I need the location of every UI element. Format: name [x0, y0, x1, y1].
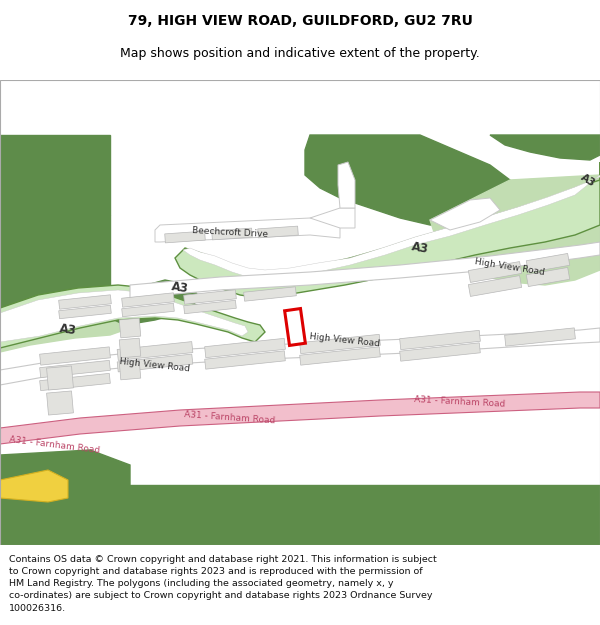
Polygon shape: [0, 470, 68, 502]
Text: A3: A3: [59, 322, 77, 338]
Polygon shape: [40, 347, 110, 365]
Polygon shape: [400, 331, 481, 349]
Polygon shape: [205, 351, 286, 369]
Polygon shape: [299, 347, 380, 365]
Polygon shape: [0, 295, 140, 352]
Polygon shape: [212, 228, 252, 240]
Polygon shape: [47, 391, 73, 415]
Polygon shape: [119, 318, 141, 338]
Polygon shape: [119, 360, 141, 380]
Text: Contains OS data © Crown copyright and database right 2021. This information is : Contains OS data © Crown copyright and d…: [9, 555, 437, 612]
Polygon shape: [400, 343, 481, 361]
Text: A3: A3: [410, 240, 430, 256]
Polygon shape: [40, 373, 110, 391]
Polygon shape: [526, 254, 570, 272]
Polygon shape: [490, 135, 600, 160]
Polygon shape: [59, 305, 111, 319]
Polygon shape: [183, 175, 600, 279]
Polygon shape: [165, 231, 205, 243]
Text: A3: A3: [579, 172, 597, 188]
Text: Beechcroft Drive: Beechcroft Drive: [192, 226, 268, 239]
Text: A3: A3: [170, 281, 190, 296]
Polygon shape: [430, 198, 500, 230]
Text: 79, HIGH VIEW ROAD, GUILDFORD, GU2 7RU: 79, HIGH VIEW ROAD, GUILDFORD, GU2 7RU: [128, 14, 472, 28]
Text: A31 - Farnham Road: A31 - Farnham Road: [184, 411, 276, 426]
Polygon shape: [47, 366, 73, 390]
Text: A31 - Farnham Road: A31 - Farnham Road: [414, 395, 506, 409]
Polygon shape: [0, 450, 130, 485]
Polygon shape: [469, 276, 521, 296]
Polygon shape: [122, 303, 174, 317]
Polygon shape: [184, 290, 236, 304]
Polygon shape: [258, 226, 298, 238]
Polygon shape: [505, 328, 575, 346]
Polygon shape: [284, 309, 305, 346]
Polygon shape: [338, 162, 355, 208]
Text: High View Road: High View Road: [119, 357, 191, 373]
Polygon shape: [299, 334, 380, 354]
Text: High View Road: High View Road: [475, 257, 545, 277]
Polygon shape: [117, 342, 193, 361]
Polygon shape: [175, 162, 600, 298]
Text: High View Road: High View Road: [310, 332, 380, 348]
Polygon shape: [110, 280, 200, 325]
Text: A31 - Farnham Road: A31 - Farnham Road: [9, 435, 101, 455]
Polygon shape: [0, 285, 265, 348]
Polygon shape: [0, 135, 110, 215]
Polygon shape: [205, 338, 286, 357]
Polygon shape: [117, 354, 193, 372]
Polygon shape: [0, 485, 600, 545]
Polygon shape: [0, 392, 600, 444]
Polygon shape: [305, 135, 520, 225]
Polygon shape: [244, 287, 296, 301]
Polygon shape: [155, 218, 340, 242]
Polygon shape: [130, 242, 600, 298]
Polygon shape: [0, 215, 110, 320]
Polygon shape: [40, 361, 110, 378]
Polygon shape: [184, 300, 236, 314]
Polygon shape: [0, 328, 600, 385]
Polygon shape: [469, 262, 521, 282]
Text: Map shows position and indicative extent of the property.: Map shows position and indicative extent…: [120, 47, 480, 59]
Polygon shape: [119, 338, 141, 358]
Polygon shape: [526, 268, 570, 286]
Polygon shape: [0, 290, 248, 342]
Polygon shape: [122, 292, 175, 308]
Polygon shape: [430, 175, 600, 285]
Polygon shape: [59, 295, 112, 309]
Polygon shape: [310, 208, 355, 228]
